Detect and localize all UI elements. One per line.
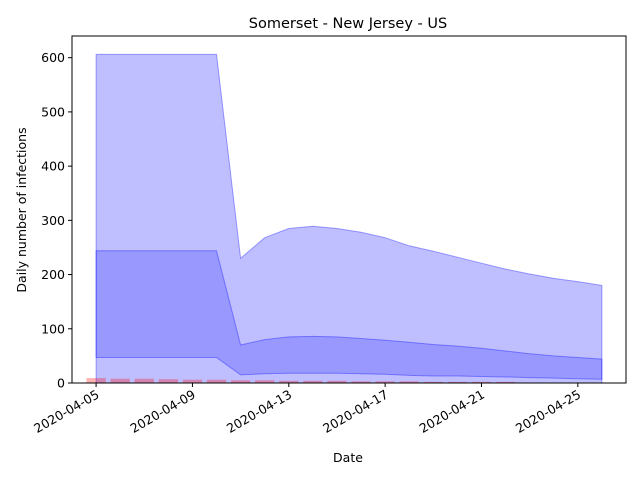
daily-bar bbox=[134, 378, 154, 383]
daily-bar bbox=[279, 380, 299, 383]
y-tick-label: 500 bbox=[41, 104, 65, 119]
x-tick-label: 2020-04-17 bbox=[320, 387, 390, 436]
daily-bar bbox=[447, 381, 468, 383]
y-tick-label: 200 bbox=[41, 267, 65, 282]
daily-bar bbox=[206, 379, 227, 383]
confidence-band-2 bbox=[95, 250, 603, 380]
daily-bar bbox=[327, 380, 347, 383]
daily-bar bbox=[158, 379, 178, 383]
daily-bar bbox=[231, 380, 251, 383]
chart-title: Somerset - New Jersey - US bbox=[249, 16, 447, 32]
daily-bar bbox=[86, 378, 106, 383]
y-tick-label: 100 bbox=[41, 321, 65, 336]
y-tick-label: 400 bbox=[41, 159, 65, 174]
daily-bar bbox=[399, 381, 419, 383]
daily-bar bbox=[471, 381, 492, 383]
daily-bar bbox=[423, 381, 443, 383]
daily-bar bbox=[182, 379, 203, 383]
x-tick-label: 2020-04-25 bbox=[513, 387, 583, 436]
daily-bar bbox=[110, 378, 130, 383]
x-tick-label: 2020-04-09 bbox=[127, 387, 197, 436]
daily-bar bbox=[303, 380, 323, 383]
y-axis: 0 100 200 300 400 500 600 bbox=[41, 50, 72, 391]
daily-bar bbox=[495, 381, 516, 383]
y-tick-label: 300 bbox=[41, 213, 65, 228]
daily-bar bbox=[375, 381, 395, 383]
y-tick-label: 600 bbox=[41, 50, 65, 65]
y-tick-label: 0 bbox=[57, 376, 65, 391]
x-tick-label: 2020-04-21 bbox=[417, 387, 487, 436]
x-tick-label: 2020-04-05 bbox=[31, 387, 101, 436]
daily-bar bbox=[255, 380, 275, 383]
x-axis: 2020-04-05 2020-04-09 2020-04-13 2020-04-17… bbox=[31, 383, 583, 436]
plot-frame bbox=[71, 35, 627, 384]
daily-bar bbox=[351, 381, 371, 383]
x-tick-label: 2020-04-13 bbox=[224, 387, 294, 436]
plot-area bbox=[86, 53, 603, 384]
y-axis-label: Daily number of infections bbox=[14, 127, 29, 292]
x-axis-label: Date bbox=[333, 450, 363, 465]
